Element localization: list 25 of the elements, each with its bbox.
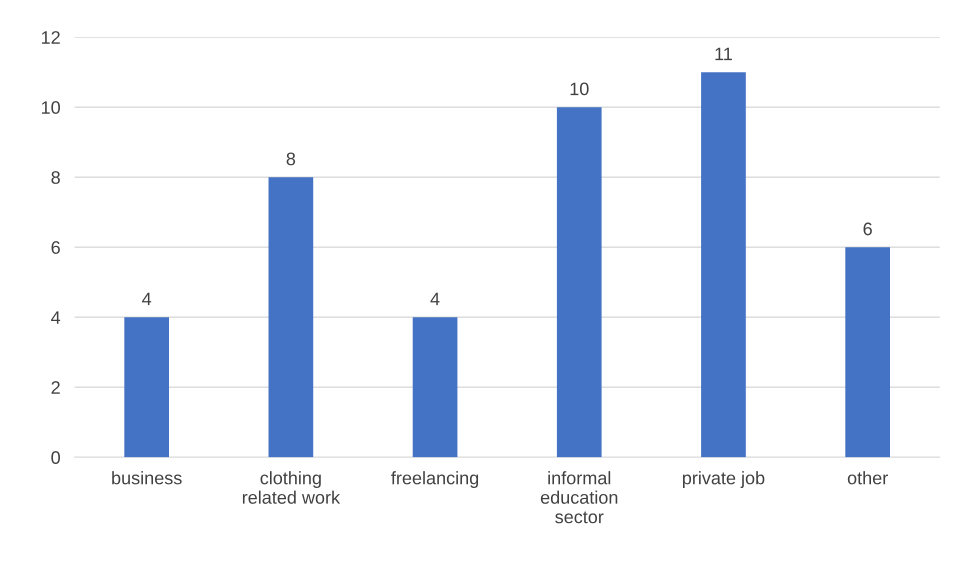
x-tick-label: informal education sector: [540, 471, 618, 524]
y-tick-label: 12: [42, 31, 60, 44]
bar: [268, 177, 314, 458]
bar: [845, 247, 890, 458]
y-tick-label: 6: [52, 241, 60, 254]
bar: [124, 317, 170, 458]
x-tick-label: business: [112, 471, 182, 484]
y-tick-label: 8: [51, 171, 60, 184]
x-tick-label: freelancing: [391, 471, 478, 488]
data-label: 4: [142, 292, 152, 306]
x-tick-label: other: [848, 471, 888, 484]
y-tick-label: 0: [51, 451, 60, 464]
y-tick-label: 4: [51, 311, 60, 324]
data-label: 10: [570, 82, 589, 96]
data-label: 8: [286, 152, 296, 166]
bar: [412, 317, 458, 458]
y-tick-label: 10: [42, 101, 60, 114]
bar: [556, 107, 602, 458]
data-label: 11: [715, 48, 732, 60]
x-tick-label: private job: [682, 471, 764, 488]
bar: [701, 72, 746, 458]
x-tick-label: clothing related work: [242, 471, 340, 504]
y-tick-label: 2: [52, 381, 60, 394]
data-label: 4: [430, 292, 440, 306]
data-label: 6: [864, 222, 872, 236]
